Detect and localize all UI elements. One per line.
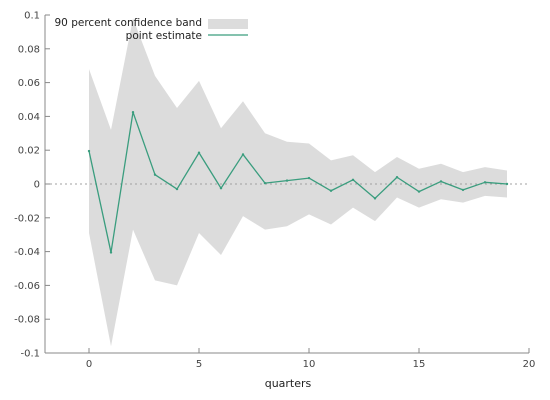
y-tick-label: -0.1 xyxy=(20,349,40,360)
y-tick-label: 0 xyxy=(34,180,40,191)
point-estimate-point xyxy=(351,178,355,181)
x-axis-label: quarters xyxy=(265,377,312,390)
point-estimate-point xyxy=(87,149,91,153)
y-tick-label: -0.08 xyxy=(14,315,40,326)
point-estimate-point xyxy=(263,181,267,185)
point-estimate-point xyxy=(175,187,179,191)
point-estimate-layer xyxy=(87,110,509,254)
point-estimate-point xyxy=(395,176,399,179)
x-axis-ticks: 0 5 10 15 20 xyxy=(86,348,536,370)
y-axis-ticks: -0.1 -0.08 -0.06 -0.04 -0.02 0 0.02 0.04 0.06 0.0… xyxy=(14,11,50,360)
x-tick-label: 5 xyxy=(196,359,202,370)
x-tick-label: 20 xyxy=(523,359,536,370)
point-estimate-point xyxy=(417,190,421,193)
y-tick-label: 0.08 xyxy=(18,44,40,55)
x-tick-label: 0 xyxy=(86,359,92,370)
point-estimate-point xyxy=(329,189,333,192)
legend-line-label: point estimate xyxy=(126,30,202,42)
y-tick-label: -0.02 xyxy=(14,213,40,224)
point-estimate-point xyxy=(219,187,223,190)
point-estimate-point xyxy=(285,179,289,182)
point-estimate-point xyxy=(131,110,135,114)
legend-band-swatch xyxy=(208,19,248,29)
y-tick-label: 0.1 xyxy=(24,11,40,22)
point-estimate-point xyxy=(439,180,443,183)
point-estimate-point xyxy=(373,197,377,200)
x-tick-label: 15 xyxy=(413,359,426,370)
point-estimate-point xyxy=(307,176,311,180)
point-estimate-point xyxy=(461,188,465,192)
legend: 90 percent confidence band point estimat… xyxy=(55,17,248,42)
x-tick-label: 10 xyxy=(303,359,316,370)
y-tick-label: 0.06 xyxy=(18,78,40,89)
point-estimate-point xyxy=(109,251,113,254)
point-estimate-point xyxy=(483,181,487,184)
point-estimate-point xyxy=(153,173,157,176)
legend-band-label: 90 percent confidence band xyxy=(55,17,203,29)
y-tick-label: -0.06 xyxy=(14,281,40,292)
y-tick-label: 0.02 xyxy=(18,146,40,157)
confidence-band-layer xyxy=(89,18,507,347)
point-estimate-point xyxy=(241,153,245,156)
confidence-band-area xyxy=(89,18,507,347)
y-tick-label: 0.04 xyxy=(18,112,40,123)
point-estimate-point xyxy=(197,151,201,154)
point-estimate-point xyxy=(505,182,509,186)
point-estimate-line xyxy=(88,111,508,254)
y-tick-label: -0.04 xyxy=(14,247,40,258)
